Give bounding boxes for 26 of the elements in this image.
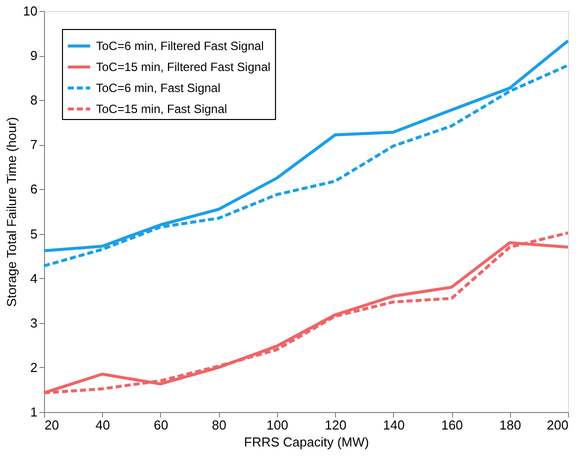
x-tick-label: 100 (266, 418, 288, 432)
y-tick-label: 10 (23, 4, 38, 18)
legend-label: ToC=6 min, Filtered Fast Signal (96, 39, 264, 53)
y-tick-label: 2 (30, 360, 38, 375)
legend-label: ToC=6 min, Fast Signal (96, 81, 220, 95)
legend-label: ToC=15 min, Filtered Fast Signal (96, 60, 270, 74)
y-tick-label: 1 (30, 404, 38, 420)
x-tick-label: 140 (382, 418, 405, 432)
y-axis-title: Storage Total Failure Time (hour) (4, 117, 20, 307)
x-tick-label: 180 (499, 418, 522, 432)
legend-label: ToC=15 min, Fast Signal (96, 102, 228, 116)
x-tick-label: 60 (154, 418, 168, 432)
y-tick-label: 3 (30, 315, 38, 330)
x-tick-label: 120 (324, 418, 346, 432)
x-tick-label: 40 (95, 418, 110, 432)
y-tick-label: 6 (30, 182, 38, 197)
y-tick-label: 7 (30, 137, 38, 152)
y-tick-label: 9 (30, 48, 38, 64)
x-tick-label: 20 (44, 418, 59, 432)
x-tick-label: 80 (212, 418, 226, 432)
y-tick-label: 4 (30, 270, 38, 286)
y-tick-label: 5 (30, 226, 38, 242)
y-tick-label: 8 (30, 92, 38, 108)
x-tick-label: 200 (546, 418, 568, 432)
x-axis-title: FRRS Capacity (MW) (244, 434, 369, 450)
x-tick-label: 160 (441, 418, 463, 432)
